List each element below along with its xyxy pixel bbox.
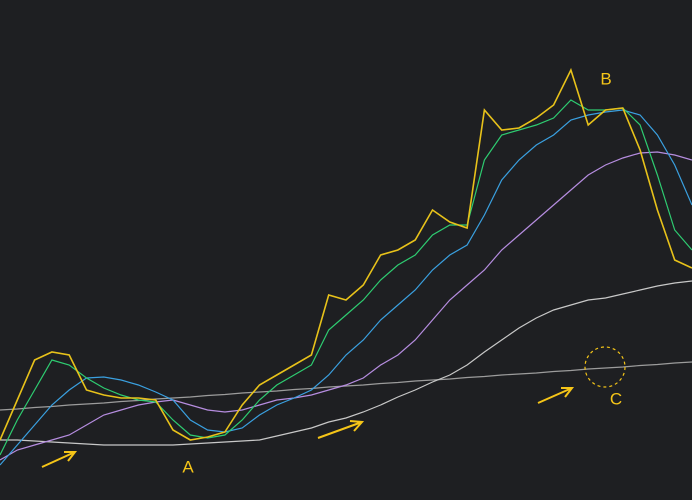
- lines: [0, 67, 692, 466]
- series-line: [0, 361, 692, 411]
- arrows: [41, 387, 575, 468]
- series-line: [0, 67, 692, 441]
- annotation: A: [182, 457, 194, 476]
- annotation: B: [600, 69, 611, 88]
- highlight-circle: [584, 346, 626, 388]
- series-line: [0, 151, 692, 461]
- arrow: [41, 451, 78, 468]
- arrow: [537, 387, 575, 404]
- arrow: [317, 420, 365, 439]
- annotation: C: [610, 389, 622, 408]
- series-line: [0, 280, 692, 446]
- series-line: [0, 109, 692, 466]
- series-line: [0, 99, 692, 456]
